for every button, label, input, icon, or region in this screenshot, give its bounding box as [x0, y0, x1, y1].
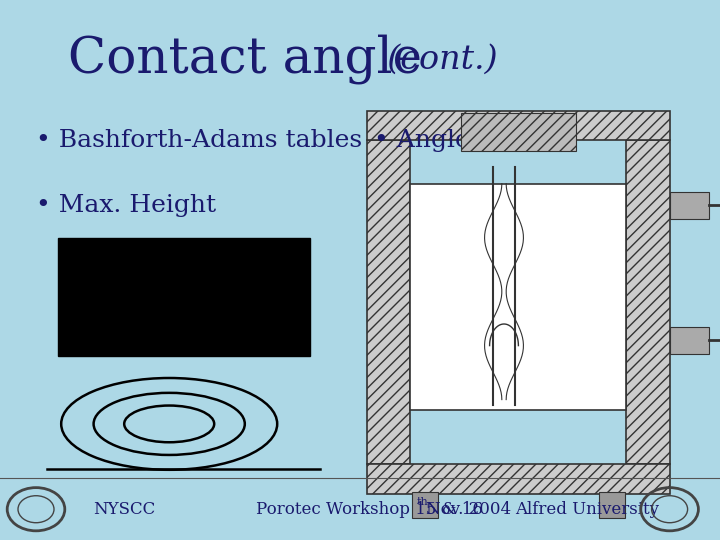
- Text: Contact angle: Contact angle: [68, 35, 422, 84]
- Text: (cont.): (cont.): [366, 43, 498, 76]
- FancyBboxPatch shape: [367, 140, 410, 464]
- FancyBboxPatch shape: [58, 238, 310, 356]
- FancyBboxPatch shape: [626, 140, 670, 464]
- Text: • Bashforth-Adams tables: • Bashforth-Adams tables: [36, 129, 362, 152]
- FancyBboxPatch shape: [367, 464, 670, 494]
- FancyBboxPatch shape: [367, 111, 670, 140]
- Ellipse shape: [94, 393, 245, 455]
- FancyBboxPatch shape: [410, 184, 626, 410]
- Text: Porotec Workshop 15 & 16: Porotec Workshop 15 & 16: [256, 501, 482, 518]
- FancyBboxPatch shape: [670, 327, 709, 354]
- FancyBboxPatch shape: [461, 113, 576, 151]
- FancyBboxPatch shape: [670, 192, 709, 219]
- FancyBboxPatch shape: [599, 492, 625, 518]
- Text: • Max. Height: • Max. Height: [36, 194, 216, 217]
- Ellipse shape: [124, 406, 215, 442]
- Text: Nov. 2004: Nov. 2004: [426, 501, 511, 518]
- Text: NYSCC: NYSCC: [94, 501, 156, 518]
- Ellipse shape: [61, 378, 277, 470]
- Text: • Anglometer: • Anglometer: [374, 129, 546, 152]
- FancyBboxPatch shape: [412, 492, 438, 518]
- Text: Alfred University: Alfred University: [515, 501, 659, 518]
- Text: th: th: [416, 497, 428, 507]
